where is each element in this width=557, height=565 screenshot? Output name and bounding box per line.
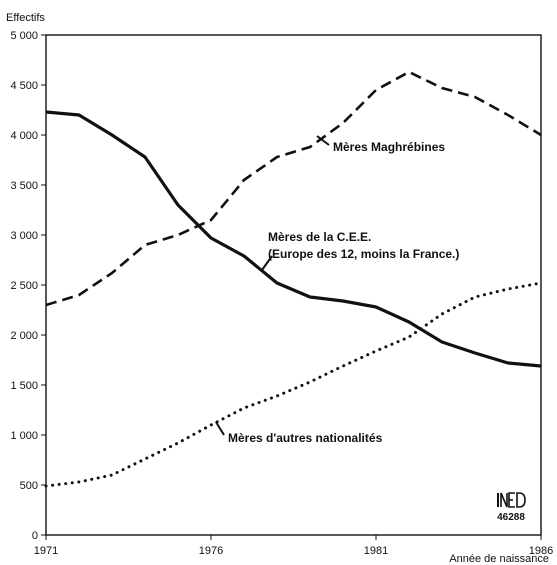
y-axis-label: Effectifs [6, 12, 45, 24]
ined-logo: 46288 [497, 492, 526, 523]
series-lines [44, 70, 543, 488]
series-line-dotted [44, 281, 543, 488]
y-tick-label: 5 000 [10, 30, 38, 42]
annotation-autres: Mères d'autres nationalités [215, 421, 383, 445]
annotation-cee-label-1: Mères de la C.E.E. [268, 230, 371, 244]
annotation-autres-pointer [215, 421, 225, 436]
x-tick-label: 1976 [199, 545, 223, 557]
x-axis-ticks: 1971 1976 1981 1986 [34, 535, 553, 557]
y-tick-label: 2 000 [10, 330, 38, 342]
series-line-solid [45, 110, 542, 368]
y-tick-label: 2 500 [10, 280, 38, 292]
y-tick-label: 1 000 [10, 430, 38, 442]
y-tick-label: 500 [20, 480, 38, 492]
annotation-maghreb: Mères Maghrébines [316, 135, 445, 154]
y-tick-label: 0 [32, 530, 38, 542]
y-tick-label: 4 000 [10, 130, 38, 142]
x-tick-label: 1986 [529, 545, 553, 557]
x-tick-label: 1981 [364, 545, 388, 557]
annotation-maghreb-pointer [316, 135, 330, 146]
annotation-maghreb-label: Mères Maghrébines [333, 140, 445, 154]
x-tick-label: 1971 [34, 545, 58, 557]
annotation-autres-label: Mères d'autres nationalités [228, 431, 383, 445]
plot-frame [45, 34, 542, 536]
ined-logo-code: 46288 [497, 512, 525, 523]
y-tick-label: 3 500 [10, 180, 38, 192]
x-axis-label: Année de naissance [449, 553, 549, 565]
y-tick-label: 1 500 [10, 380, 38, 392]
y-axis-ticks: 0 500 1 000 1 500 2 000 2 500 3 000 3 500 4 000 4… [10, 30, 46, 542]
ined-logo-mark [497, 492, 526, 508]
annotation-cee-label-2: (Europe des 12, moins la France.) [268, 247, 459, 261]
y-tick-label: 3 000 [10, 230, 38, 242]
annotation-cee: Mères de la C.E.E. (Europe des 12, moins… [261, 230, 459, 271]
annotation-cee-pointer [261, 255, 273, 271]
series-line-dashed [45, 70, 542, 307]
y-tick-label: 4 500 [10, 80, 38, 92]
